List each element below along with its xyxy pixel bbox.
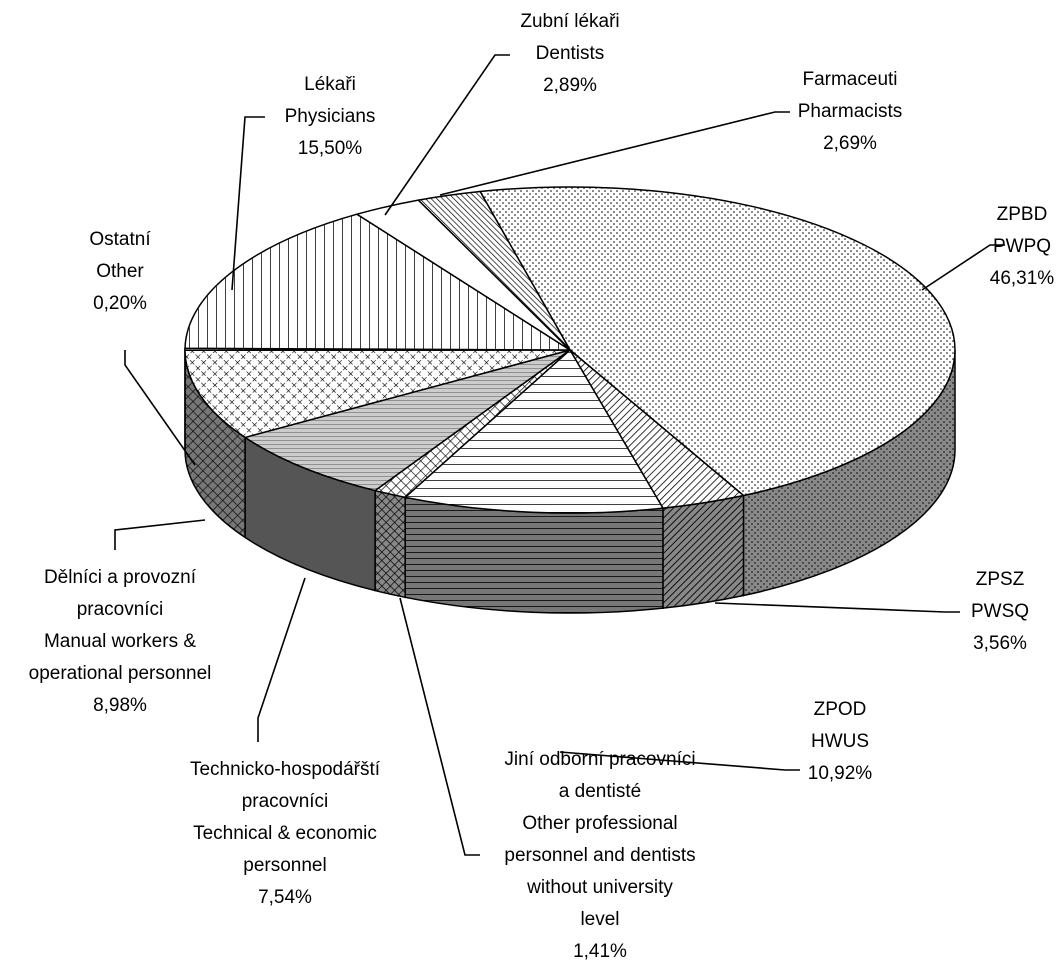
leader-line	[114, 519, 206, 550]
leader-line	[439, 111, 790, 196]
slice-label: Dentists	[536, 43, 605, 64]
slice-label: Farmaceuti	[802, 69, 897, 90]
value-label: 10,92%	[808, 763, 873, 784]
value-label: 46,31%	[990, 268, 1055, 289]
slice-label: pracovníci	[77, 599, 164, 620]
slice-label: HWUS	[811, 731, 869, 752]
leader-line	[124, 350, 196, 466]
value-label: 15,50%	[298, 138, 363, 159]
slice-label: PWPQ	[993, 236, 1051, 257]
slice-label: a dentisté	[559, 781, 641, 802]
slice-label: ZPBD	[997, 204, 1048, 225]
slice-label: without university	[526, 877, 673, 898]
slice-label: level	[580, 909, 619, 930]
slice-label: PWSQ	[971, 601, 1029, 622]
pie-side	[404, 496, 664, 614]
leader-line	[714, 602, 960, 613]
slice-label: Zubní lékaři	[520, 11, 619, 32]
slice-label: ZPOD	[814, 699, 867, 720]
pie-slice	[403, 348, 665, 514]
slice-label: pracovníci	[242, 791, 329, 812]
pie-slice	[184, 213, 573, 351]
pie-slice	[243, 349, 571, 492]
slice-label: ZPSZ	[976, 569, 1025, 590]
value-label: 0,20%	[93, 293, 147, 314]
slice-label: Other	[96, 261, 144, 282]
value-label: 1,41%	[573, 941, 627, 962]
slice-label: Manual workers &	[44, 631, 196, 652]
value-label: 8,98%	[93, 695, 147, 716]
pie-slice	[478, 186, 956, 497]
slice-label: Physicians	[285, 106, 376, 127]
slice-label: personnel and dentists	[504, 845, 695, 866]
pie-side	[374, 489, 406, 599]
slice-label: operational personnel	[29, 663, 212, 684]
value-label: 2,89%	[543, 75, 597, 96]
slice-label: Dělníci a provozní	[44, 567, 197, 588]
leader-line	[231, 116, 265, 291]
slice-label: Jiní odborní pracovníci	[504, 749, 695, 770]
value-label: 3,56%	[973, 633, 1027, 654]
pie-side	[662, 494, 745, 610]
leader-line	[257, 577, 306, 742]
slice-label: Technicko-hospodářští	[190, 759, 381, 780]
value-label: 2,69%	[823, 133, 877, 154]
leader-line	[399, 597, 480, 856]
slice-label: personnel	[243, 855, 326, 876]
value-label: 7,54%	[258, 887, 312, 908]
slice-label: Lékaři	[304, 74, 356, 95]
leader-line	[384, 54, 510, 216]
leader-line	[921, 244, 1005, 291]
pie-slice	[416, 190, 571, 351]
pie-slice	[184, 349, 571, 439]
slice-label: Pharmacists	[798, 101, 903, 122]
slice-label: Other professional	[522, 813, 677, 834]
leader-line	[559, 751, 800, 771]
slice-label: Technical & economic	[193, 823, 377, 844]
slice-label: Ostatní	[89, 229, 151, 250]
